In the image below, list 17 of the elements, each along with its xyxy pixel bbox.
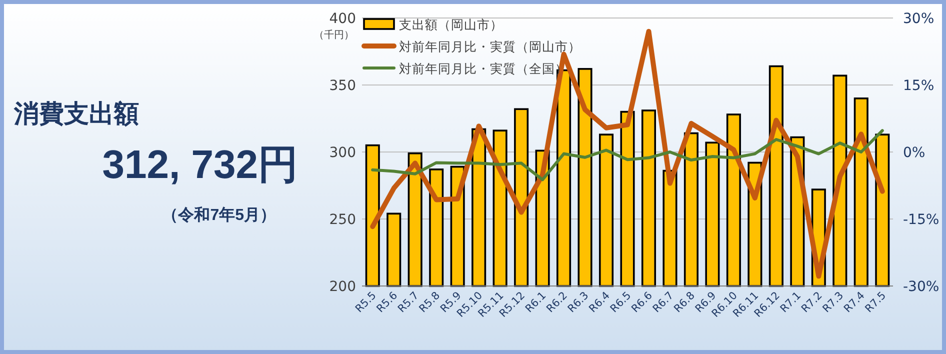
y2-tick-label: 0%	[903, 145, 926, 161]
y2-tick-label: -15%	[903, 212, 940, 228]
y2-tick-label: 30%	[903, 11, 934, 27]
y-tick-label: 300	[329, 145, 356, 161]
text: （令和7年5月）	[162, 206, 276, 224]
text: 消費支出額	[13, 100, 139, 128]
y-tick-label: 350	[329, 78, 356, 94]
y2-tick-label: -30%	[903, 279, 940, 295]
y-tick-label: 250	[329, 212, 356, 228]
legend-label: 支出額（岡山市）	[399, 17, 503, 32]
y-tick-label: 200	[329, 279, 356, 295]
legend-label: 対前年同月比・実質（岡山市）	[399, 39, 581, 54]
text: 312, 732円	[102, 143, 298, 187]
y-tick-label: 400	[329, 11, 356, 27]
y-axis-title: （千円）	[314, 29, 354, 41]
y2-tick-label: 15%	[903, 78, 934, 94]
legend-label: 対前年同月比・実質（全国）	[399, 61, 568, 76]
